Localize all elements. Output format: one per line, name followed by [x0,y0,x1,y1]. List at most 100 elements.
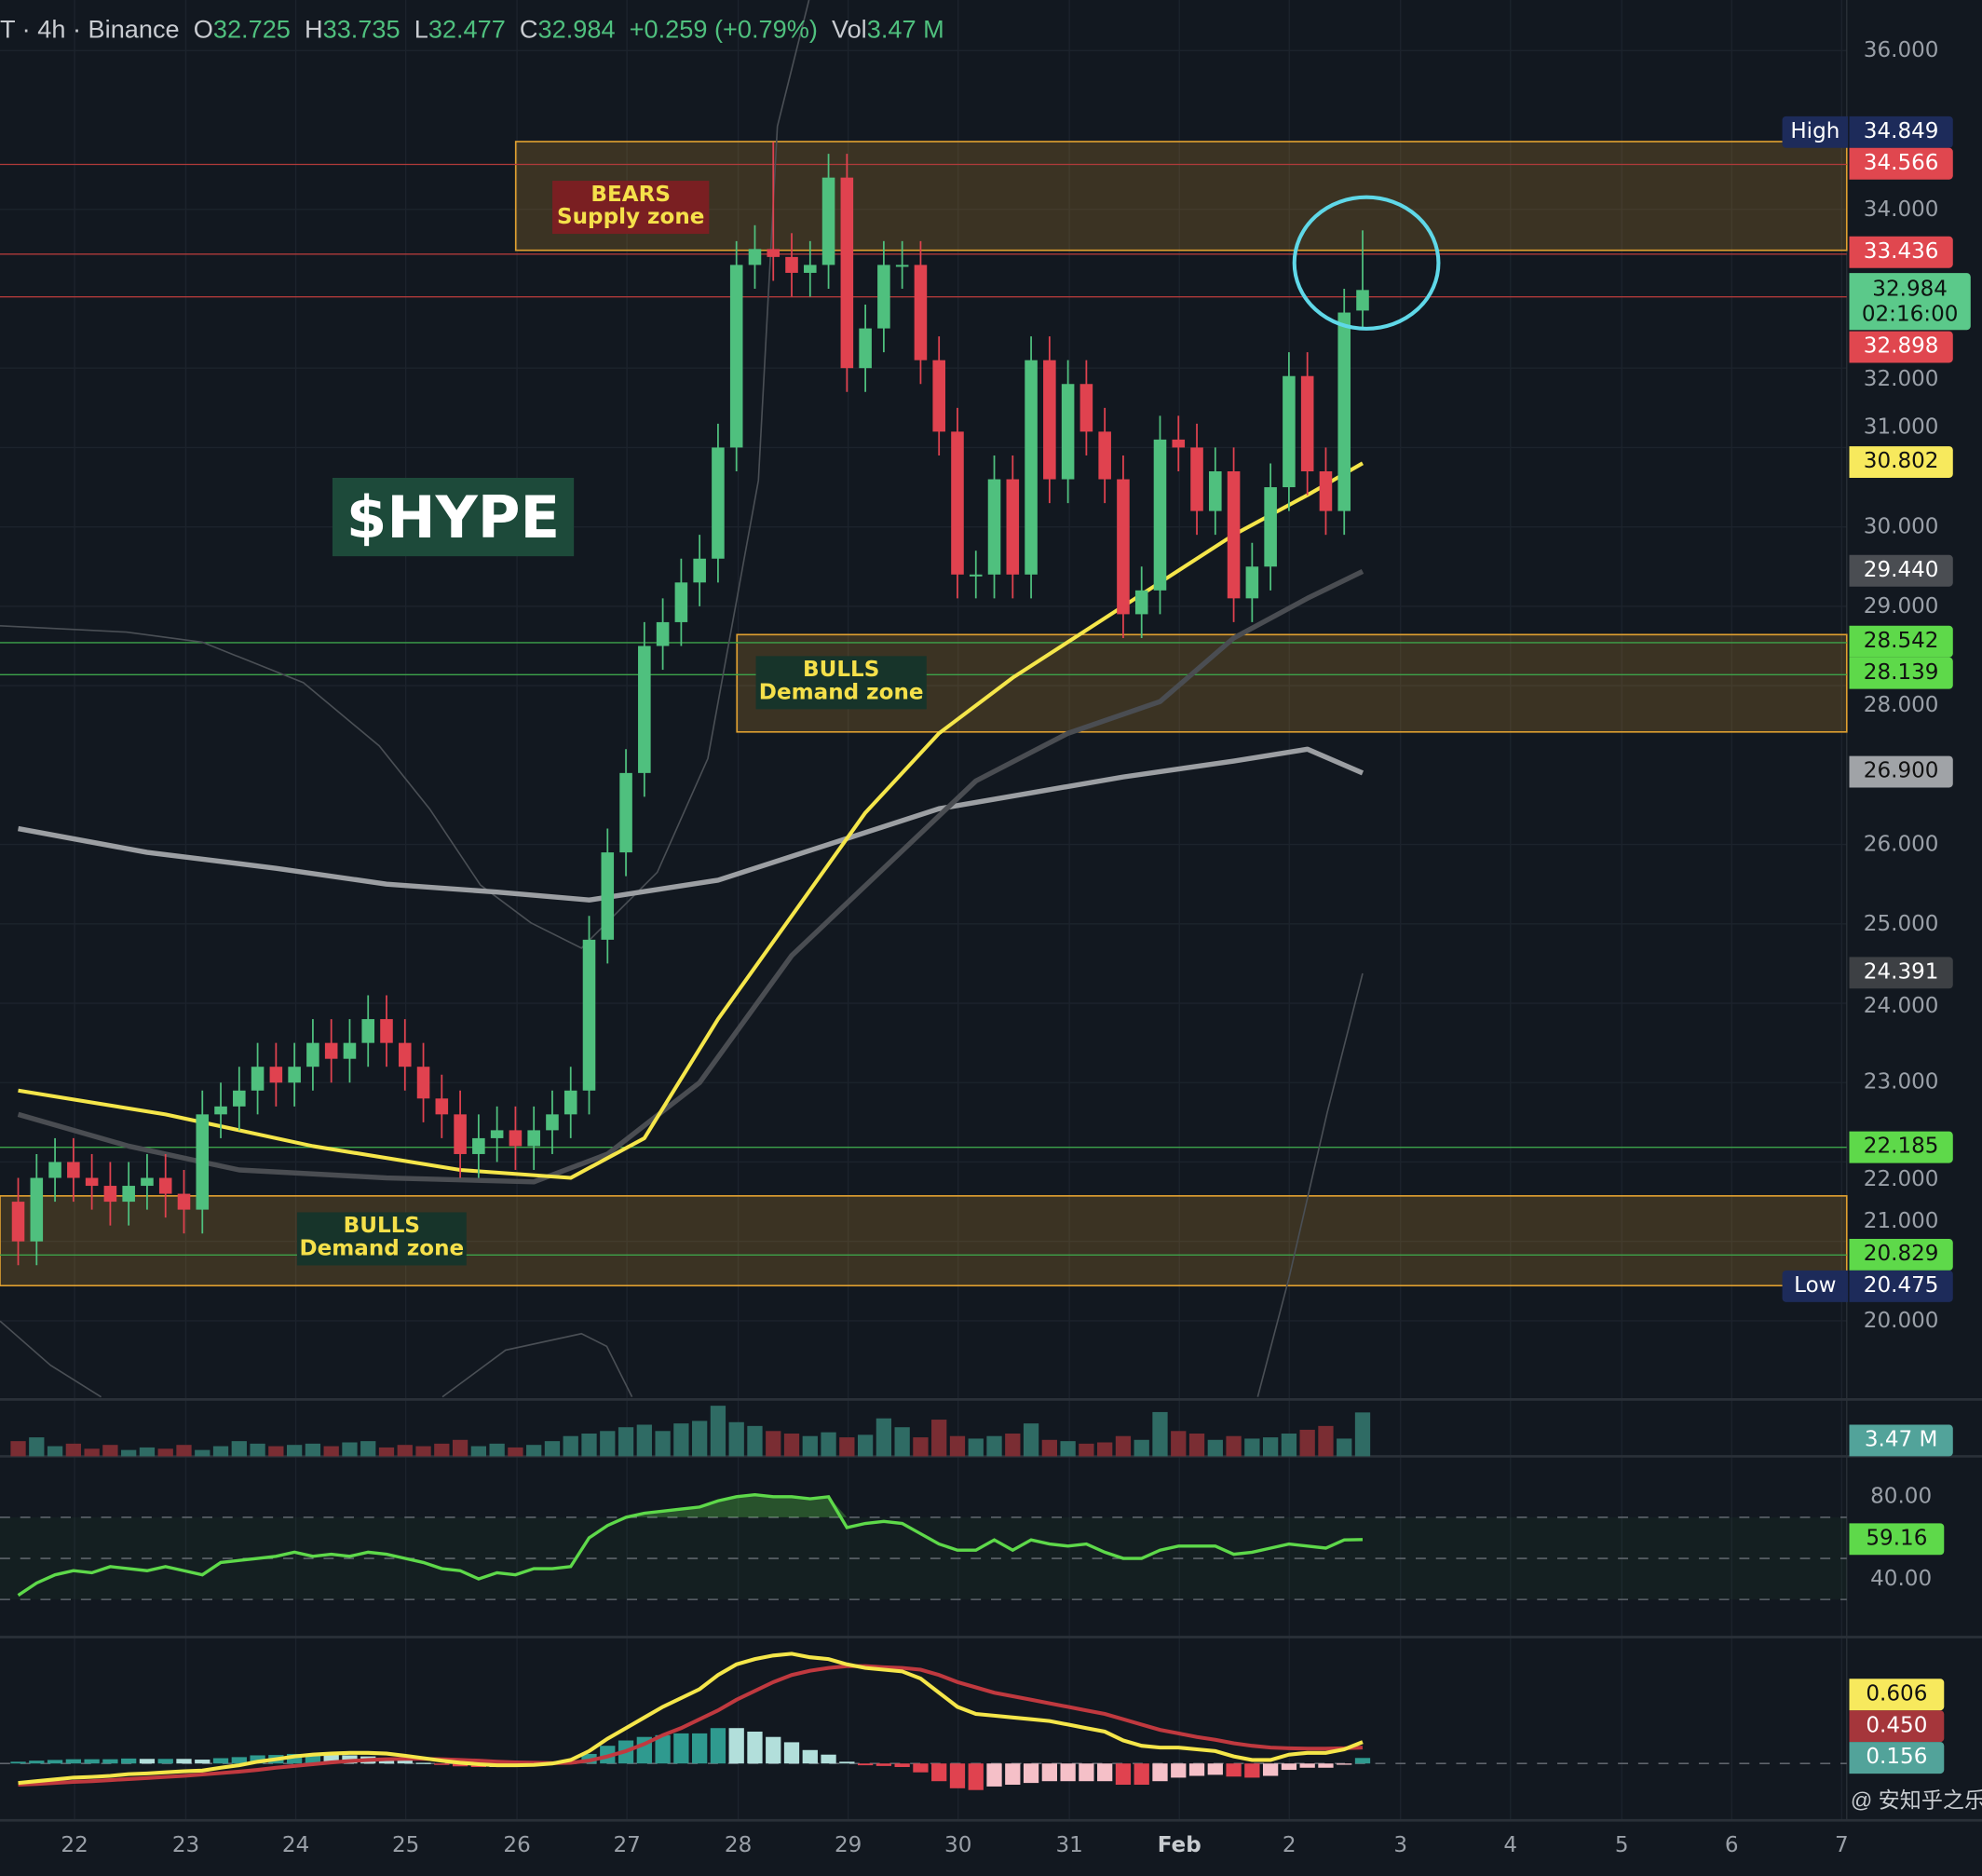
candle-body [1283,375,1296,488]
volume-bar [1262,1437,1279,1457]
macd-histogram-bar [102,1759,118,1764]
macd-histogram-bar [29,1760,45,1764]
volume-bar [434,1443,450,1457]
signal-badge: 0.450 [1849,1710,1945,1743]
macd-histogram-bar [1079,1763,1094,1782]
volume-bar [526,1445,542,1457]
volume-bar [323,1446,339,1457]
open-value: 32.725 [212,16,291,45]
volume-bar [415,1446,431,1457]
candle-body [30,1177,44,1242]
macd-histogram-bar [397,1760,413,1764]
candle-body [85,1177,99,1187]
time-label: 23 [171,1832,200,1858]
macd-histogram-bar [1041,1763,1057,1782]
macd-histogram-bar [1005,1763,1021,1786]
time-label: 29 [834,1832,862,1858]
macd-histogram-bar [84,1759,100,1764]
time-label: 25 [391,1832,420,1858]
macd-histogram-bar [415,1762,431,1764]
candle-body [527,1130,540,1147]
macd-histogram-bar [212,1758,229,1764]
volume-bar [195,1449,210,1457]
bollinger-lower-line [1256,972,1364,1397]
high-price-badge: 34.849 [1849,116,1953,148]
time-label: Feb [1157,1832,1201,1858]
rsi-line [17,1492,1364,1597]
volume-bar [931,1420,947,1457]
volume-bar [1005,1433,1021,1457]
candle-body [1319,470,1333,511]
macd-histogram-bar [1023,1763,1039,1784]
volume-bar [544,1441,561,1457]
volume-bar [47,1446,63,1457]
volume-bar [1152,1411,1168,1457]
low-value: 32.477 [428,16,506,45]
ema-fast-line [18,461,1364,1180]
volume-bar [1171,1431,1187,1457]
price-tick: 24.000 [1863,993,1939,1019]
candle-body [546,1114,559,1131]
price-tick: 26.000 [1863,831,1939,858]
macd-histogram-bar [1115,1763,1132,1786]
candle-body [969,574,983,577]
volume-bar [1281,1433,1297,1457]
candle-body [601,852,615,940]
price-tick: 22.000 [1863,1166,1939,1192]
candle-body [1134,590,1148,615]
macd-histogram-bar [434,1763,450,1765]
rsi-band [0,1516,1847,1600]
candle-body [767,249,781,257]
time-label: 24 [281,1832,310,1858]
histogram-badge: 0.156 [1849,1742,1945,1774]
candle-body [1172,439,1186,448]
demand-zone-lower [0,1195,1848,1287]
volume-bar [673,1423,689,1457]
supply-zone-label[interactable]: BEARS Supply zone [552,181,710,235]
candle-body [158,1177,172,1194]
volume-bar [1188,1433,1205,1457]
candle-body [306,1042,319,1067]
volume-bar [710,1406,726,1457]
demand-zone-label-lower[interactable]: BULLS Demand zone [296,1212,467,1266]
interval[interactable]: 4h [37,16,66,45]
volume-bar [508,1447,523,1457]
volume-bar [1337,1438,1352,1457]
macd-histogram-bar [876,1763,892,1766]
volume-bar [360,1441,376,1457]
ema-mid-badge: 29.440 [1849,554,1953,587]
time-label: 30 [944,1832,972,1858]
sma-badge: 26.900 [1849,755,1953,788]
candle-body [785,256,798,273]
volume-bar [783,1433,800,1457]
candle-body [914,265,928,360]
symbol[interactable]: T [0,16,16,45]
demand-zone-label-upper[interactable]: BULLS Demand zone [755,656,927,710]
candle-body [103,1186,117,1203]
price-tick: 34.000 [1863,197,1939,223]
candle-body [1098,431,1111,480]
macd-histogram-bar [1244,1763,1260,1778]
demand1-line2: Demand zone [758,680,924,706]
volume-bar [305,1443,321,1457]
volume-bar [10,1441,26,1457]
candle-body [712,447,725,559]
hype-title-label[interactable]: $HYPE [332,477,575,557]
macd-histogram-bar [1226,1763,1242,1777]
ema-mid-line [17,568,1364,1185]
candle-body [361,1019,375,1043]
candle-body [638,646,651,773]
macd-line [18,1652,1364,1786]
macd-signal-line [18,1664,1364,1788]
candle-body [821,177,835,265]
volume-bar [84,1448,100,1457]
volume-bar [452,1439,468,1457]
candle-body [324,1042,338,1059]
macd-histogram-bar [47,1760,63,1764]
candle-body [177,1193,191,1210]
macd-histogram-bar [673,1733,689,1764]
volume-bar [231,1441,247,1457]
volume-bar [1354,1412,1371,1457]
